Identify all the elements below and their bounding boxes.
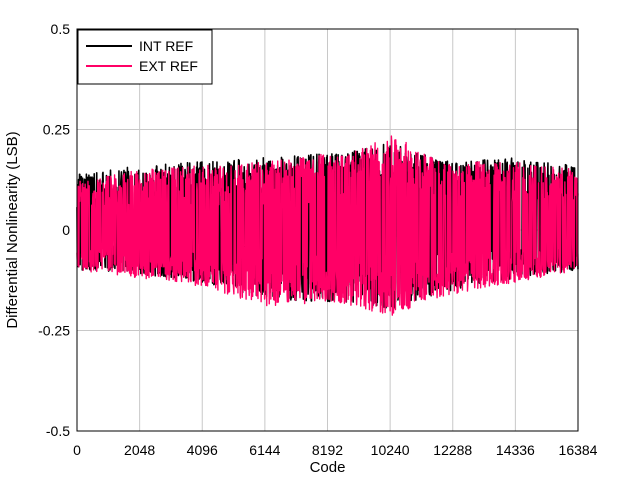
x-tick-label: 0: [73, 442, 81, 458]
x-axis-label: Code: [310, 459, 346, 476]
plot-frame: [76, 28, 579, 432]
y-axis-label: Differential Nonlinearity (LSB): [4, 131, 21, 328]
legend-label-ext-ref: EXT REF: [139, 58, 198, 74]
y-tick-label: -0.5: [46, 423, 70, 439]
x-tick-label: 16384: [559, 442, 598, 458]
x-tick-label: 2048: [124, 442, 155, 458]
y-tick-label: 0.25: [43, 122, 70, 138]
x-tick-label: 4096: [187, 442, 218, 458]
y-tick-label: 0: [62, 222, 70, 238]
x-tick-label: 12288: [433, 442, 472, 458]
x-tick-label: 14336: [496, 442, 535, 458]
x-tick-label: 10240: [371, 442, 410, 458]
legend: INT REF EXT REF: [77, 29, 213, 85]
y-tick-label: -0.25: [38, 323, 70, 339]
x-tick-label: 8192: [312, 442, 343, 458]
series-line-ext-ref: [76, 135, 579, 316]
x-tick-label: 6144: [249, 442, 280, 458]
tick-labels: 0 2048 4096 6144 8192 10240 12288 14336 16384 -0.…: [38, 21, 598, 458]
y-tick-label: 0.5: [51, 21, 71, 37]
series-layer: [76, 135, 579, 316]
legend-label-int-ref: INT REF: [139, 38, 193, 54]
legend-box: [77, 29, 213, 85]
